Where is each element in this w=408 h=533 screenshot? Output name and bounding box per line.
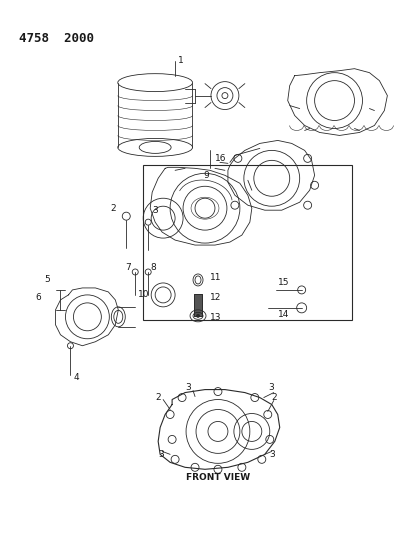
Text: 9: 9 (203, 171, 209, 180)
Text: 11: 11 (210, 273, 222, 282)
Text: 13: 13 (210, 313, 222, 322)
Text: 3: 3 (270, 450, 275, 459)
Text: 16: 16 (215, 154, 226, 163)
Text: 4758  2000: 4758 2000 (19, 33, 93, 45)
Text: 7: 7 (125, 263, 131, 272)
Text: 5: 5 (44, 276, 50, 285)
Text: FRONT VIEW: FRONT VIEW (186, 473, 250, 482)
Text: 2: 2 (272, 393, 277, 402)
Text: 2: 2 (110, 204, 116, 213)
Text: 10: 10 (138, 290, 150, 300)
Text: 3: 3 (158, 450, 164, 459)
Text: 12: 12 (210, 293, 222, 302)
Text: 1: 1 (178, 56, 184, 65)
Bar (143, 165, 353, 320)
Text: 4: 4 (73, 373, 79, 382)
Circle shape (196, 314, 200, 318)
Text: 2: 2 (155, 393, 161, 402)
Text: 3: 3 (268, 383, 273, 392)
Text: 8: 8 (150, 263, 156, 272)
Bar (194, 294, 202, 316)
Text: 3: 3 (185, 383, 191, 392)
Text: 6: 6 (35, 293, 41, 302)
Bar (194, 294, 202, 316)
Text: 3: 3 (152, 206, 158, 215)
Text: 14: 14 (278, 310, 289, 319)
Text: 15: 15 (278, 278, 289, 287)
